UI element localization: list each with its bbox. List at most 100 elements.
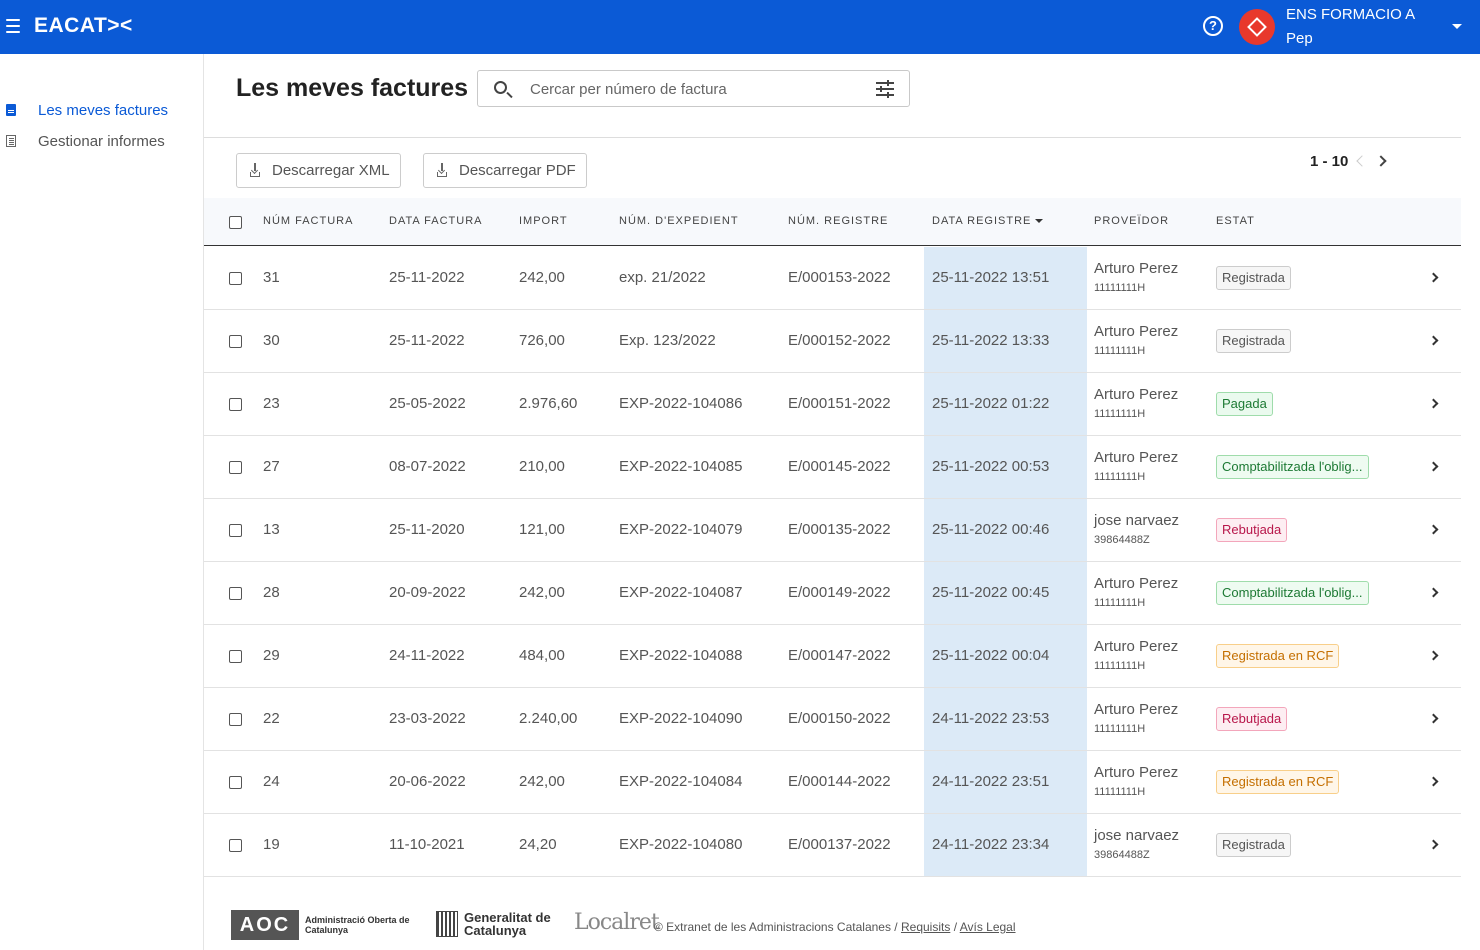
organization-avatar[interactable] — [1239, 9, 1275, 45]
row-checkbox[interactable] — [229, 839, 242, 852]
cell-num-factura: 27 — [263, 458, 280, 475]
cell-proveidor-name: Arturo Perez — [1094, 764, 1179, 781]
chevron-right-icon[interactable] — [1428, 398, 1439, 409]
filter-icon[interactable] — [876, 80, 894, 98]
cell-proveidor-name: Arturo Perez — [1094, 386, 1179, 403]
column-header-import[interactable]: IMPORT — [519, 215, 568, 227]
column-header-num-factura[interactable]: NÚM FACTURA — [263, 215, 354, 227]
cell-num-registre: E/000150-2022 — [788, 710, 891, 727]
column-header-estat[interactable]: ESTAT — [1216, 215, 1255, 227]
table-row[interactable]: 31 25-11-2022 242,00 exp. 21/2022 E/000153-2… — [204, 247, 1461, 310]
eacat-logo[interactable]: EACAT>< — [34, 14, 133, 37]
row-checkbox[interactable] — [229, 713, 242, 726]
chevron-down-icon[interactable] — [1452, 24, 1462, 29]
generalitat-emblem-icon — [436, 911, 458, 937]
search-icon — [494, 81, 507, 94]
cell-proveidor-name: jose narvaez — [1094, 512, 1180, 529]
table-row[interactable]: 27 08-07-2022 210,00 EXP-2022-104085 E/00014… — [204, 436, 1461, 499]
row-checkbox[interactable] — [229, 461, 242, 474]
cell-proveidor-id: 39864488Z — [1094, 849, 1150, 861]
table-row[interactable]: 29 24-11-2022 484,00 EXP-2022-104088 E/00014… — [204, 625, 1461, 688]
column-header-data-registre[interactable]: DATA REGISTRE — [932, 215, 1044, 227]
table-row[interactable]: 24 20-06-2022 242,00 EXP-2022-104084 E/00014… — [204, 751, 1461, 814]
cell-num-factura: 30 — [263, 332, 280, 349]
cell-data-registre: 25-11-2022 13:33 — [932, 332, 1050, 349]
row-checkbox[interactable] — [229, 776, 242, 789]
divider — [204, 876, 1461, 877]
chevron-right-icon[interactable] — [1428, 524, 1439, 535]
sidebar-item-les-meves-factures[interactable]: Les meves factures — [0, 97, 204, 123]
column-header-proveidor[interactable]: PROVEÏDOR — [1094, 215, 1170, 227]
chevron-right-icon[interactable] — [1428, 587, 1439, 598]
row-checkbox[interactable] — [229, 587, 242, 600]
table-row[interactable]: 30 25-11-2022 726,00 Exp. 123/2022 E/000152-… — [204, 310, 1461, 373]
cell-import: 2.976,60 — [519, 395, 578, 412]
help-icon[interactable]: ? — [1203, 16, 1223, 36]
table-row[interactable]: 28 20-09-2022 242,00 EXP-2022-104087 E/00014… — [204, 562, 1461, 625]
cell-data-registre: 25-11-2022 00:04 — [932, 647, 1050, 664]
localret-logo: Localret — [574, 910, 660, 935]
list-icon — [6, 135, 16, 147]
cell-num-registre: E/000137-2022 — [788, 836, 891, 853]
organization-name[interactable]: ENS FORMACIO A — [1286, 6, 1416, 23]
table-row[interactable]: 23 25-05-2022 2.976,60 EXP-2022-104086 E/000… — [204, 373, 1461, 436]
cell-num-registre: E/000151-2022 — [788, 395, 891, 412]
chevron-right-icon[interactable] — [1428, 335, 1439, 346]
aoc-mark: AOC — [231, 910, 299, 940]
row-checkbox[interactable] — [229, 650, 242, 663]
cell-import: 484,00 — [519, 647, 565, 664]
cell-data-registre: 24-11-2022 23:53 — [932, 710, 1050, 727]
aoc-text: Administració Oberta de Catalunya — [305, 915, 410, 935]
cell-proveidor-id: 11111111H — [1094, 786, 1146, 798]
cell-data-factura: 24-11-2022 — [389, 647, 465, 664]
status-badge: Registrada — [1216, 833, 1291, 857]
row-checkbox[interactable] — [229, 524, 242, 537]
download-icon — [250, 163, 260, 177]
status-badge: Comptabilitzada l'oblig... — [1216, 581, 1369, 605]
table-row[interactable]: 13 25-11-2020 121,00 EXP-2022-104079 E/00013… — [204, 499, 1461, 562]
chevron-right-icon[interactable] — [1428, 650, 1439, 661]
chevron-right-icon[interactable] — [1375, 155, 1387, 167]
status-badge: Registrada — [1216, 329, 1291, 353]
search-box[interactable] — [477, 70, 910, 107]
page-title: Les meves factures — [236, 74, 469, 102]
cell-num-expedient: EXP-2022-104084 — [619, 773, 743, 790]
user-name[interactable]: Pep — [1286, 30, 1313, 47]
column-header-num-registre[interactable]: NÚM. REGISTRE — [788, 215, 889, 227]
chevron-right-icon[interactable] — [1428, 713, 1439, 724]
cell-num-factura: 29 — [263, 647, 280, 664]
column-header-num-expedient[interactable]: NÚM. D'EXPEDIENT — [619, 215, 739, 227]
cell-import: 210,00 — [519, 458, 565, 475]
table-row[interactable]: 22 23-03-2022 2.240,00 EXP-2022-104090 E/000… — [204, 688, 1461, 751]
cell-num-factura: 13 — [263, 521, 280, 538]
row-checkbox[interactable] — [229, 335, 242, 348]
cell-data-registre: 25-11-2022 00:46 — [932, 521, 1050, 538]
chevron-right-icon[interactable] — [1428, 272, 1439, 283]
avis-legal-link[interactable]: Avís Legal — [959, 920, 1016, 934]
cell-num-expedient: EXP-2022-104090 — [619, 710, 743, 727]
sidebar-item-gestionar-informes[interactable]: Gestionar informes — [0, 128, 204, 154]
download-xml-button[interactable]: Descarregar XML — [236, 153, 401, 188]
row-checkbox[interactable] — [229, 272, 242, 285]
cell-data-factura: 20-06-2022 — [389, 773, 466, 790]
cell-proveidor-name: Arturo Perez — [1094, 323, 1179, 340]
select-all-checkbox[interactable] — [229, 216, 242, 229]
search-input[interactable] — [530, 77, 850, 101]
download-pdf-button[interactable]: Descarregar PDF — [423, 153, 587, 188]
cell-num-expedient: EXP-2022-104079 — [619, 521, 743, 538]
chevron-right-icon[interactable] — [1428, 461, 1439, 472]
chevron-right-icon[interactable] — [1428, 776, 1439, 787]
requisits-link[interactable]: Requisits — [900, 920, 951, 934]
row-checkbox[interactable] — [229, 398, 242, 411]
chevron-left-icon[interactable] — [1356, 155, 1368, 167]
cell-import: 242,00 — [519, 584, 565, 601]
table-row[interactable]: 19 11-10-2021 24,20 EXP-2022-104080 E/000137… — [204, 814, 1461, 877]
cell-num-factura: 22 — [263, 710, 280, 727]
chevron-right-icon[interactable] — [1428, 839, 1439, 850]
cell-data-factura: 11-10-2021 — [389, 836, 465, 853]
column-header-data-factura[interactable]: DATA FACTURA — [389, 215, 483, 227]
top-bar: EACAT>< ? ENS FORMACIO A Pep — [0, 0, 1480, 54]
hamburger-menu-icon[interactable] — [6, 19, 20, 33]
cell-import: 242,00 — [519, 773, 565, 790]
download-icon — [437, 163, 447, 177]
